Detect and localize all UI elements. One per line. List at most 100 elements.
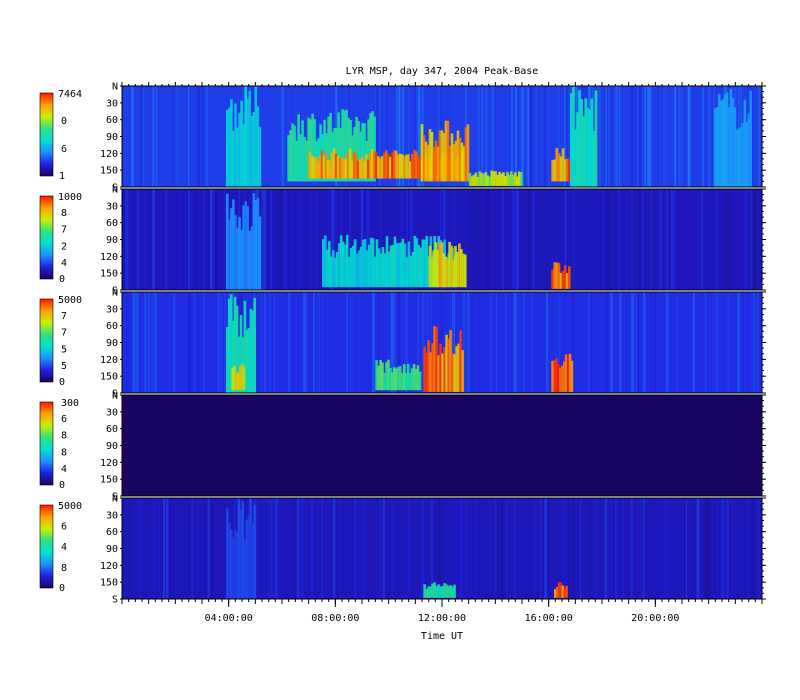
panel-5: N 30 60 90 120 150 S 5000 0 6 4 8 (39, 494, 766, 606)
colorbar-tick-label: 8 (61, 208, 67, 219)
colorbar-max-label: 300 (61, 398, 79, 409)
y-tick-label: 150 (100, 269, 118, 280)
y-tick-label: 60 (106, 218, 118, 229)
y-tick-label: S (112, 183, 118, 194)
colorbar-tick-label: 4 (61, 542, 67, 553)
y-tick-label: S (112, 389, 118, 400)
intensity-feature (468, 170, 523, 186)
y-tick-label: 120 (100, 355, 118, 366)
panel-4: N 30 60 90 120 150 S 300 0 6 8 8 4 (39, 391, 766, 503)
colorbar-tick-label: 6 (61, 144, 67, 155)
y-tick-label: 90 (106, 544, 118, 555)
y-tick-label: 30 (106, 407, 118, 418)
y-tick-label: 150 (100, 372, 118, 383)
intensity-feature (570, 86, 598, 187)
y-tick-label: 60 (106, 115, 118, 126)
y-tick-label: N (112, 391, 118, 402)
intensity-feature (226, 193, 262, 290)
panel-background (122, 395, 762, 496)
x-axis-label: Time UT (421, 631, 463, 642)
panel-texture (125, 292, 760, 393)
y-tick-label: N (112, 185, 118, 196)
panel-3: N 30 60 90 120 150 S 5000 0 7 7 5 5 (39, 288, 766, 400)
intensity-feature (423, 326, 464, 392)
colorbar (39, 401, 54, 486)
y-tick-label: 90 (106, 441, 118, 452)
y-tick-label: 60 (106, 527, 118, 538)
y-tick-label: S (112, 492, 118, 503)
y-tick-label: 120 (100, 252, 118, 263)
colorbar (39, 92, 54, 177)
colorbar-min-label: 0 (59, 274, 65, 285)
intensity-feature (714, 88, 752, 187)
intensity-feature (551, 353, 574, 392)
y-tick-label: 30 (106, 201, 118, 212)
colorbar (39, 504, 54, 589)
spectrogram-panels: N306090120150S7464106N306090120150S10000… (39, 82, 766, 606)
colorbar-tick-label: 5 (61, 344, 67, 355)
colorbar-min-label: 0 (59, 377, 65, 388)
colorbar-tick-label: 4 (61, 464, 67, 475)
x-tick-label: 04:00:00 (205, 613, 253, 624)
x-tick-label: 08:00:00 (311, 613, 359, 624)
y-tick-label: 120 (100, 458, 118, 469)
y-tick-label: S (112, 286, 118, 297)
y-tick-label: 120 (100, 561, 118, 572)
y-tick-label: 150 (100, 475, 118, 486)
x-axis: 04:00:00 08:00:00 12:00:00 16:00:00 20:00:00 (121, 82, 763, 624)
y-tick-label: 90 (106, 235, 118, 246)
y-tick-label: N (112, 494, 118, 505)
intensity-feature (554, 582, 568, 598)
x-tick-label: 20:00:00 (631, 613, 679, 624)
colorbar-tick-label: 7 (61, 328, 67, 339)
colorbar-max-label: 1000 (58, 192, 82, 203)
colorbar-max-label: 5000 (58, 501, 82, 512)
colorbar-tick-label: 0 (61, 116, 67, 127)
colorbar (39, 298, 54, 383)
colorbar-tick-label: 8 (61, 563, 67, 574)
intensity-feature (420, 120, 470, 182)
intensity-feature (551, 262, 571, 289)
colorbar-min-label: 0 (59, 480, 65, 491)
y-tick-label: N (112, 82, 118, 93)
y-tick-label: N (112, 288, 118, 299)
colorbar-tick-label: 2 (61, 241, 67, 252)
y-tick-label: 120 (100, 149, 118, 160)
y-tick-label: 30 (106, 304, 118, 315)
colorbar-tick-label: 8 (61, 431, 67, 442)
y-tick-label: 150 (100, 578, 118, 589)
colorbar-min-label: 1 (59, 171, 65, 182)
y-tick-label: 90 (106, 132, 118, 143)
colorbar-tick-label: 6 (61, 521, 67, 532)
colorbar-tick-label: 7 (61, 311, 67, 322)
intensity-feature (226, 86, 262, 187)
x-tick-label: 16:00:00 (525, 613, 573, 624)
y-tick-label: 60 (106, 424, 118, 435)
intensity-feature (423, 582, 456, 598)
colorbar-tick-label: 5 (61, 361, 67, 372)
y-tick-label: S (112, 595, 118, 606)
colorbar-tick-label: 6 (61, 414, 67, 425)
intensity-feature (231, 363, 246, 391)
colorbar-max-label: 5000 (58, 295, 82, 306)
colorbar (39, 195, 54, 280)
colorbar-min-label: 0 (59, 583, 65, 594)
x-tick-label: 12:00:00 (418, 613, 466, 624)
panel-texture (125, 189, 758, 290)
panel-2: N 30 60 90 120 150 S 1000 0 8 7 2 4 (39, 185, 766, 297)
y-tick-label: 150 (100, 166, 118, 177)
intensity-feature (226, 498, 256, 599)
colorbar-tick-label: 7 (61, 225, 67, 236)
colorbar-tick-label: 4 (61, 258, 67, 269)
colorbar-tick-label: 8 (61, 447, 67, 458)
chart-title: LYR MSP, day 347, 2004 Peak-Base (346, 66, 539, 77)
intensity-feature (551, 147, 571, 182)
intensity-feature (375, 359, 422, 391)
intensity-feature (428, 241, 467, 288)
y-tick-label: 90 (106, 338, 118, 349)
y-tick-label: 30 (106, 98, 118, 109)
y-tick-label: 30 (106, 510, 118, 521)
panel-1: N 30 60 90 120 150 S 7464 1 0 6 (39, 82, 766, 194)
y-tick-label: 60 (106, 321, 118, 332)
